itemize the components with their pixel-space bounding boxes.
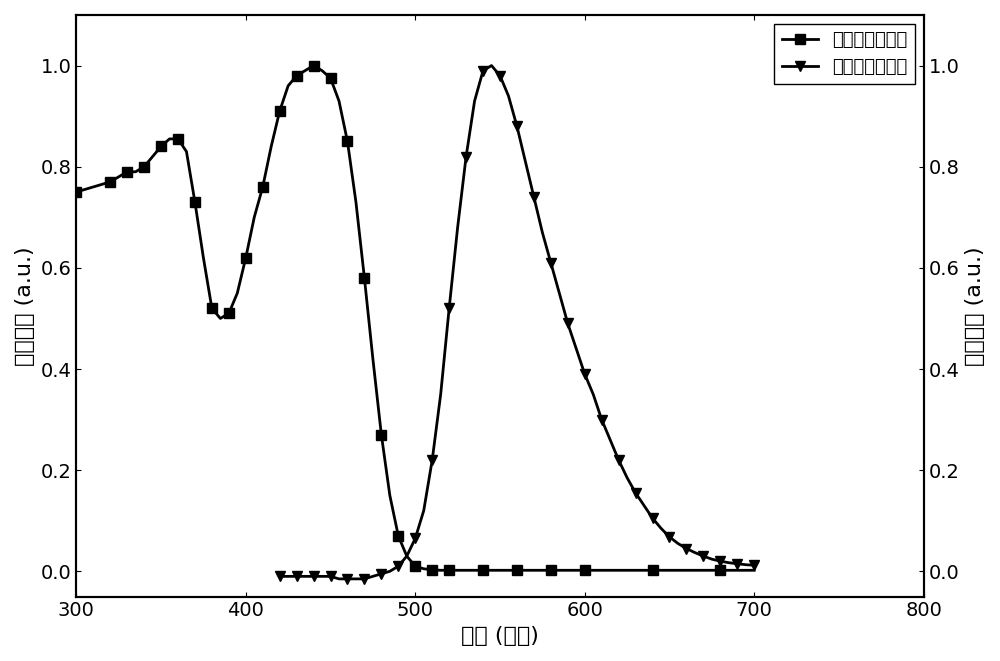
Y-axis label: 发射强度 (a.u.): 发射强度 (a.u.) — [965, 246, 985, 366]
溶液态吸收光谱 — [308, 61, 320, 69]
溶液态吸收光谱 — [358, 274, 370, 282]
X-axis label: 波长 (纳米): 波长 (纳米) — [461, 626, 539, 646]
溶液态吸收光谱 — [435, 566, 447, 574]
溶液态发射光谱 — [274, 572, 286, 580]
Y-axis label: 吸收强度 (a.u.): 吸收强度 (a.u.) — [15, 246, 35, 366]
Line: 溶液态吸收光谱: 溶液态吸收光谱 — [71, 61, 759, 575]
溶液态吸收光谱 — [257, 183, 269, 191]
溶液态吸收光谱 — [477, 566, 489, 574]
溶液态发射光谱 — [621, 474, 633, 482]
Line: 溶液态发射光谱: 溶液态发射光谱 — [275, 61, 759, 584]
溶液态吸收光谱 — [70, 188, 82, 196]
溶液态发射光谱 — [409, 535, 421, 543]
溶液态吸收光谱 — [401, 552, 413, 560]
溶液态发射光谱 — [486, 61, 498, 69]
溶液态吸收光谱 — [748, 566, 760, 574]
溶液态吸收光谱 — [87, 183, 99, 191]
溶液态发射光谱 — [494, 72, 506, 80]
溶液态发射光谱 — [291, 572, 303, 580]
Legend: 溶液态吸收光谱, 溶液态发射光谱: 溶液态吸收光谱, 溶液态发射光谱 — [774, 24, 915, 83]
溶液态吸收光谱 — [384, 492, 396, 500]
溶液态发射光谱 — [299, 572, 311, 580]
溶液态发射光谱 — [613, 456, 625, 464]
溶液态发射光谱 — [748, 561, 760, 569]
溶液态发射光谱 — [333, 575, 345, 583]
